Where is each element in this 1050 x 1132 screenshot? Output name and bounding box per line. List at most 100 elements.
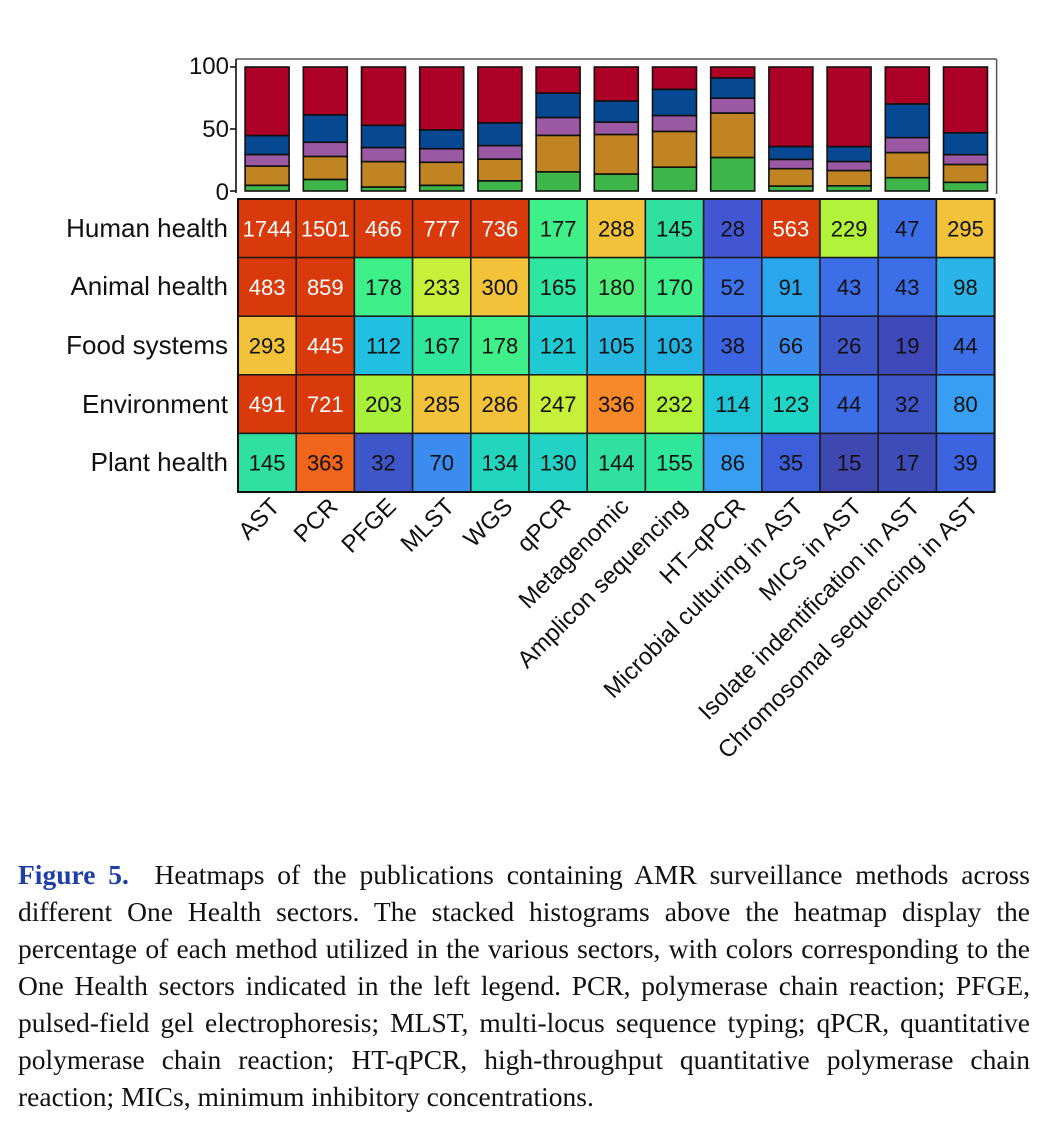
heatmap-cell-value: 203 [365,392,402,417]
heatmap-cell: 98 [935,256,996,317]
figure-chart: 100 50 0 1744 1501 466 777 736 177 288 145 28 563… [66,53,998,764]
heatmap-cell: 17 [877,432,938,493]
caption-text: Heatmaps of the publications containing … [18,859,1031,1112]
heatmap-cell-value: 483 [249,275,286,300]
heatmap-cell-value: 70 [429,451,453,476]
heatmap-cell-value: 1744 [243,216,292,241]
bar-segment-plant-health [477,180,523,192]
heatmap-cell-rect [295,432,356,493]
heatmap-cell-value: 47 [895,216,919,241]
heatmap-cell: 491 [237,374,297,435]
heatmap-cell: 233 [411,256,472,317]
bar-segment-human-health [593,66,640,102]
column-label-mlst: MLST [396,493,461,558]
heatmap-cell-rect [411,432,472,493]
row-label-environment: Environment [82,389,229,419]
heatmap-cell: 43 [877,256,938,317]
bar-segment-human-health [884,66,931,105]
heatmap-cell-value: 721 [307,392,344,417]
heatmap-cell: 363 [295,432,356,493]
heatmap-cell-value: 180 [598,275,635,300]
heatmap-cell-rect [644,432,705,493]
stacked-bar-wgs [477,66,523,192]
heatmap-cell-value: 233 [423,275,460,300]
heatmap: 1744 1501 466 777 736 177 288 145 28 563 229 47 2954… [237,198,996,493]
heatmap-cell-value: 363 [307,451,344,476]
heatmap-cell-value: 293 [249,334,286,359]
heatmap-cell-rect [819,256,879,317]
heatmap-cell-value: 19 [895,334,919,359]
heatmap-cell-rect [935,432,996,493]
stacked-bar-isolate-indentification-in-ast [884,66,931,192]
bar-segment-human-health [651,66,698,91]
heatmap-cell-value: 144 [598,451,635,476]
heatmap-cell: 121 [528,315,588,376]
heatmap-cell: 32 [353,432,414,493]
heatmap-cell-value: 121 [540,334,577,359]
heatmap-cell-value: 15 [837,451,861,476]
heatmap-cell-rect [411,198,472,259]
heatmap-cell: 80 [935,374,996,435]
heatmap-cell: 103 [644,315,705,376]
heatmap-cell: 293 [237,315,297,376]
row-label-human-health: Human health [66,213,228,243]
bar-segment-plant-health [244,184,290,192]
bar-segment-animal-health [884,103,931,139]
row-label-animal-health: Animal health [70,271,228,301]
heatmap-cell: 145 [237,432,297,493]
heatmap-cell-value: 286 [482,392,519,417]
bar-segment-human-health [244,66,290,137]
bar-segment-food-systems [477,144,523,160]
heatmap-cell-value: 112 [366,334,401,359]
heatmap-cell: 66 [761,315,821,376]
heatmap-cell-rect [528,256,588,317]
heatmap-cell: 167 [411,315,472,376]
heatmap-cell-value: 445 [307,334,344,359]
heatmap-cell-rect [761,256,821,317]
heatmap-cell-rect [353,374,414,435]
heatmap-cell: 145 [644,198,705,259]
heatmap-cell-rect [819,432,879,493]
bar-segment-plant-health [709,156,756,192]
heatmap-cell-rect [237,432,297,493]
bar-segment-environment [768,167,814,187]
bar-segment-food-systems [884,136,931,154]
heatmap-cell: 39 [935,432,996,493]
column-label-pcr: PCR [289,493,344,548]
heatmap-cell: 134 [470,432,530,493]
row-labels: Human health Animal health Food systems … [66,213,229,477]
heatmap-cell: 114 [702,374,763,435]
heatmap-cell-value: 43 [837,275,861,300]
heatmap-cell: 736 [470,198,530,259]
heatmap-cell-rect [819,374,879,435]
y-axis: 100 50 0 [189,53,229,206]
heatmap-cell: 123 [761,374,821,435]
stacked-bar-amplicon-sequencing [651,66,698,192]
heatmap-cell-value: 39 [953,451,977,476]
column-label-pfge: PFGE [336,493,401,558]
heatmap-cell-value: 155 [656,451,693,476]
heatmap-cell-value: 35 [779,451,803,476]
heatmap-cell-rect [411,256,472,317]
heatmap-cell: 445 [295,315,356,376]
heatmap-cell: 15 [819,432,879,493]
column-label-wgs: WGS [459,493,519,553]
heatmap-cell-value: 491 [249,392,286,417]
heatmap-cell-rect [935,315,996,376]
heatmap-cell-value: 145 [249,451,286,476]
bar-segment-plant-health [942,181,989,192]
bar-segment-human-health [360,66,407,127]
heatmap-cell-value: 167 [423,334,460,359]
heatmap-cell: 170 [644,256,705,317]
heatmap-cell: 165 [528,256,588,317]
heatmap-cell-rect [819,198,879,259]
bar-segment-environment [826,169,872,187]
bar-segment-human-health [709,66,756,79]
heatmap-cell: 26 [819,315,879,376]
heatmap-cell-value: 38 [720,334,744,359]
heatmap-cell: 43 [819,256,879,317]
y-tick-label-0: 0 [216,179,229,206]
heatmap-cell-value: 336 [598,392,635,417]
heatmap-cell: 721 [295,374,356,435]
heatmap-cell-rect [819,315,879,376]
